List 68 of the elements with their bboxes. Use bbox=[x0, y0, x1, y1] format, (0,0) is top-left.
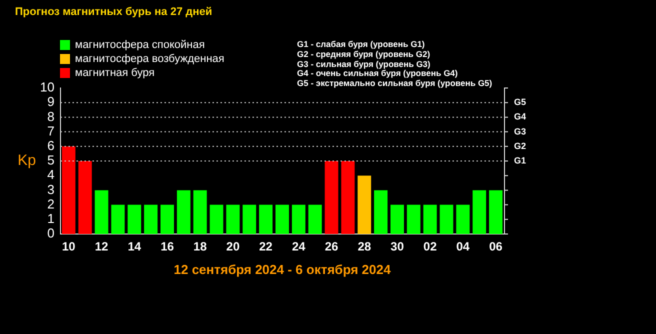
x-tick-label: 10 bbox=[62, 240, 76, 254]
x-tick-label: 30 bbox=[390, 240, 404, 254]
x-tick-label: 26 bbox=[324, 240, 339, 254]
bar bbox=[456, 204, 470, 234]
bar bbox=[94, 190, 108, 234]
y-tick-label: 3 bbox=[47, 182, 54, 197]
bar bbox=[275, 204, 289, 234]
y-tick-label: 7 bbox=[47, 123, 54, 138]
legend-label: магнитосфера спокойная bbox=[75, 39, 205, 51]
bar bbox=[423, 204, 437, 234]
y-tick-label: 5 bbox=[47, 152, 54, 168]
bar bbox=[144, 204, 158, 234]
y-axis-title: Kp bbox=[18, 152, 36, 170]
x-tick-label: 22 bbox=[259, 240, 273, 254]
bar bbox=[308, 204, 322, 234]
y-tick-label: 10 bbox=[40, 80, 54, 95]
y-tick-label: 1 bbox=[47, 210, 54, 226]
bar bbox=[210, 204, 224, 234]
bar bbox=[489, 190, 503, 234]
y-tick-label: 8 bbox=[47, 108, 54, 124]
bar bbox=[193, 190, 207, 234]
x-tick-label: 12 bbox=[94, 240, 109, 254]
bar bbox=[358, 176, 372, 234]
y-tick-label: 6 bbox=[47, 138, 54, 153]
bar bbox=[472, 190, 486, 234]
chart-title: Прогноз магнитных бурь на 27 дней bbox=[15, 6, 212, 18]
x-tick-label: 18 bbox=[193, 240, 208, 254]
bar bbox=[390, 204, 404, 234]
ref-line-label: G3 bbox=[514, 126, 526, 136]
legend-label: магнитная буря bbox=[75, 67, 155, 79]
x-tick-label: 16 bbox=[160, 240, 174, 254]
legend-label: магнитосфера возбужденная bbox=[75, 53, 224, 65]
x-tick-label: 28 bbox=[358, 240, 372, 254]
bar bbox=[292, 204, 306, 234]
bar bbox=[374, 190, 388, 234]
x-tick-label: 04 bbox=[456, 240, 470, 254]
text: G3 - сильная буря (уровень G3) bbox=[297, 58, 432, 70]
x-tick-label: 02 bbox=[423, 240, 438, 254]
bar bbox=[160, 204, 174, 234]
bar bbox=[62, 146, 76, 234]
x-tick-label: 20 bbox=[226, 240, 240, 254]
bar bbox=[128, 204, 142, 234]
text: G4 - очень сильная буря (уровень G4) bbox=[297, 68, 459, 80]
x-axis-title: 12 сентября 2024 - 6 октября 2024 bbox=[174, 262, 392, 277]
bar bbox=[242, 204, 256, 234]
ref-line-label: G1 bbox=[514, 155, 526, 166]
x-tick-label: 24 bbox=[292, 240, 306, 254]
y-tick-label: 4 bbox=[47, 167, 54, 182]
ref-line-label: G4 bbox=[514, 112, 526, 122]
text: G1 - слабая буря (уровень G1) bbox=[297, 39, 426, 50]
bar bbox=[440, 204, 454, 234]
bar bbox=[324, 161, 338, 234]
annotation: G5 - экстремально сильная буря (уровень G5) bbox=[297, 78, 492, 89]
x-tick-label: 14 bbox=[128, 240, 142, 254]
y-tick-label: 2 bbox=[47, 196, 54, 212]
x-tick-label: 06 bbox=[489, 240, 503, 254]
bar bbox=[406, 204, 420, 234]
bar bbox=[78, 161, 92, 234]
bar bbox=[341, 161, 355, 234]
ref-line-label: G2 bbox=[514, 140, 526, 151]
text: G2 - средняя буря (уровень G2) bbox=[297, 48, 432, 60]
bar bbox=[111, 204, 125, 234]
bar bbox=[226, 204, 240, 234]
ref-line-label: G5 bbox=[514, 97, 526, 108]
bar bbox=[259, 204, 273, 234]
y-tick-label: 9 bbox=[47, 94, 54, 110]
bar bbox=[176, 190, 190, 234]
y-tick-label: 0 bbox=[47, 226, 54, 241]
